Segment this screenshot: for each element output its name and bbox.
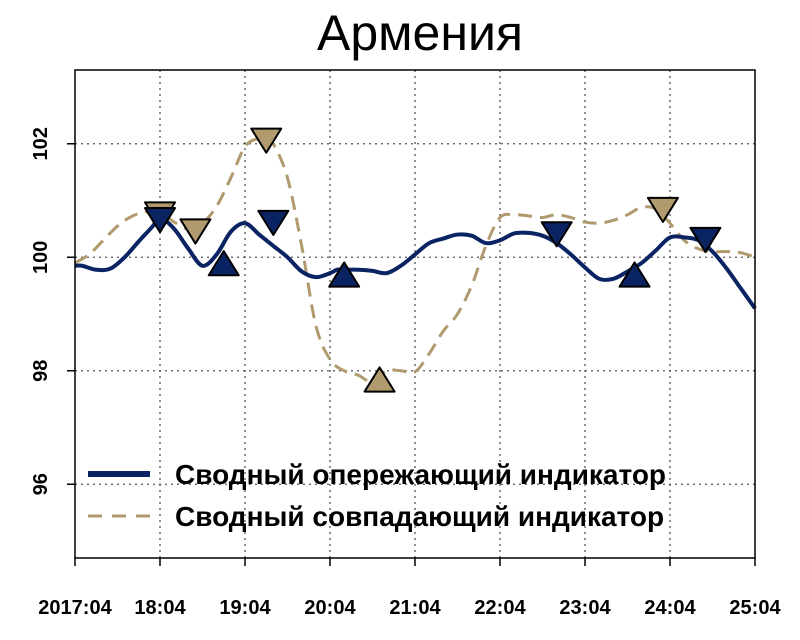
x-tick-label: 2017:04 <box>38 597 112 619</box>
x-tick-label: 22:04 <box>474 597 526 619</box>
turning-point-marker <box>328 261 361 288</box>
turning-point-marker <box>179 218 212 245</box>
x-tick-label: 21:04 <box>389 597 441 619</box>
turning-point-marker <box>540 221 573 248</box>
turning-point-marker <box>250 127 283 154</box>
turning-point-marker <box>618 261 651 288</box>
x-tick-label: 18:04 <box>134 597 186 619</box>
turning-point-marker <box>144 207 176 234</box>
x-tick-label: 19:04 <box>219 597 271 619</box>
chart-title: Армения <box>317 5 523 61</box>
legend-label-leading: Сводный опережающий индикатор <box>175 459 666 490</box>
marker-layer <box>144 127 722 393</box>
y-tick-label: 102 <box>30 127 52 160</box>
x-tick-label: 20:04 <box>304 597 356 619</box>
turning-point-marker <box>646 196 679 223</box>
turning-point-marker <box>257 209 290 237</box>
x-tick-label: 24:04 <box>644 597 696 619</box>
y-tick-label: 98 <box>30 360 52 382</box>
y-tick-label: 100 <box>30 241 52 274</box>
x-tick-label: 23:04 <box>559 597 611 619</box>
x-tick-label: 25:04 <box>729 597 781 619</box>
legend: Сводный опережающий индикатор Сводный со… <box>88 459 666 532</box>
y-tick-label: 96 <box>30 473 52 495</box>
plot-frame <box>74 69 756 559</box>
axes: 2017:04 18:04 19:04 20:04 21:04 22:04 23:04 24:… <box>30 69 781 619</box>
turning-point-marker <box>689 226 722 254</box>
legend-label-coincident: Сводный совпадающий индикатор <box>175 501 664 532</box>
turning-point-marker <box>207 250 240 277</box>
turning-point-marker <box>363 366 396 393</box>
